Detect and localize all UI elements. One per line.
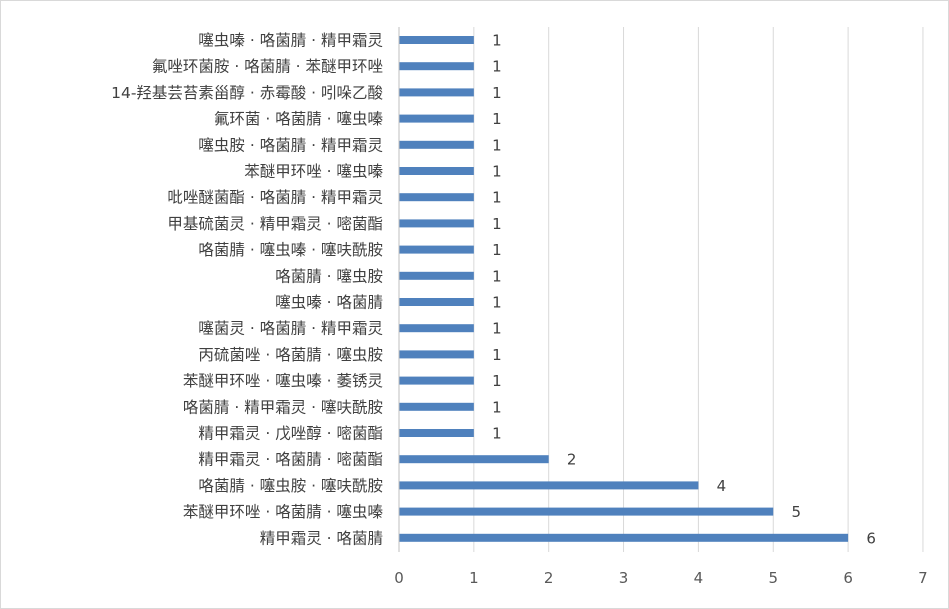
data-label: 1 xyxy=(492,267,502,285)
bar xyxy=(399,298,474,306)
category-label: 咯菌腈 · 噻虫胺 xyxy=(275,266,383,285)
data-label: 2 xyxy=(567,451,577,469)
data-label: 5 xyxy=(791,503,801,521)
category-label: 咯菌腈 · 精甲霜灵 · 噻呋酰胺 xyxy=(183,397,383,416)
data-label: 6 xyxy=(866,529,876,547)
bar xyxy=(399,481,699,490)
bar xyxy=(399,114,474,123)
bars xyxy=(399,36,849,542)
grid-lines xyxy=(473,27,924,552)
data-labels: 1 1 1 1 1 1 1 1 1 1 1 1 1 1 1 1 2 4 5 6 xyxy=(492,32,876,548)
bar xyxy=(399,193,474,202)
x-tick-label: 4 xyxy=(694,569,704,587)
data-label: 1 xyxy=(492,189,502,207)
bar xyxy=(399,533,849,542)
x-tick-label: 6 xyxy=(843,569,853,587)
bar xyxy=(399,271,474,280)
data-label: 1 xyxy=(492,294,502,312)
data-label: 1 xyxy=(492,372,502,390)
category-label: 氟唑环菌胺 · 咯菌腈 · 苯醚甲环唑 xyxy=(152,58,384,76)
data-label: 4 xyxy=(717,477,727,495)
category-label: 咯菌腈 · 噻虫嗪 · 噻呋酰胺 xyxy=(198,240,383,259)
data-label: 1 xyxy=(492,215,502,233)
data-label: 1 xyxy=(492,110,502,128)
data-label: 1 xyxy=(492,320,502,338)
category-label: 氟环菌 · 咯菌腈 · 噻虫嗪 xyxy=(214,109,384,128)
category-label: 噻菌灵 · 咯菌腈 · 精甲霜灵 xyxy=(198,319,383,338)
bar xyxy=(399,350,474,359)
category-label: 吡唑醚菌酯 · 咯菌腈 · 精甲霜灵 xyxy=(167,189,383,207)
x-tick-label: 7 xyxy=(918,569,928,587)
x-axis-tick-labels: 0 1 2 3 4 5 6 7 xyxy=(394,569,927,587)
category-label: 噻虫胺 · 咯菌腈 · 精甲霜灵 xyxy=(198,135,383,154)
category-label: 甲基硫菌灵 · 精甲霜灵 · 嘧菌酯 xyxy=(167,215,383,233)
category-label: 丙硫菌唑 · 咯菌腈 · 噻虫胺 xyxy=(198,345,383,364)
category-label: 苯醚甲环唑 · 噻虫嗪 xyxy=(244,162,383,181)
category-label: 噻虫嗪 · 咯菌腈 xyxy=(275,293,383,312)
bar xyxy=(399,219,474,228)
category-label: 苯醚甲环唑 · 噻虫嗪 · 萎锈灵 xyxy=(183,371,383,390)
bar xyxy=(399,507,774,516)
bar xyxy=(399,88,474,97)
data-label: 1 xyxy=(492,425,502,443)
x-tick-label: 3 xyxy=(619,569,629,587)
data-label: 1 xyxy=(492,136,502,154)
category-label: 精甲霜灵 · 戊唑醇 · 嘧菌酯 xyxy=(198,425,383,443)
bar xyxy=(399,376,474,385)
x-tick-label: 5 xyxy=(768,569,778,587)
bar xyxy=(399,167,474,175)
bar xyxy=(399,429,474,437)
x-tick-label: 1 xyxy=(469,569,479,587)
bar xyxy=(399,245,474,254)
bar xyxy=(399,324,474,333)
category-label: 14-羟基芸苔素甾醇 · 赤霉酸 · 吲哚乙酸 xyxy=(111,84,383,102)
category-label: 苯醚甲环唑 · 咯菌腈 · 噻虫嗪 xyxy=(183,502,384,521)
bar xyxy=(399,36,474,44)
data-label: 1 xyxy=(492,163,502,181)
x-tick-label: 2 xyxy=(544,569,554,587)
x-tick-label: 0 xyxy=(394,569,404,587)
data-label: 1 xyxy=(492,58,502,76)
category-label: 咯菌腈 · 噻虫胺 · 噻呋酰胺 xyxy=(198,476,383,495)
data-label: 1 xyxy=(492,241,502,259)
data-label: 1 xyxy=(492,32,502,50)
category-label: 精甲霜灵 · 咯菌腈 xyxy=(260,529,383,547)
data-label: 1 xyxy=(492,346,502,364)
category-label: 噻虫嗪 · 咯菌腈 · 精甲霜灵 xyxy=(198,31,383,50)
data-label: 1 xyxy=(492,84,502,102)
data-label: 1 xyxy=(492,398,502,416)
bar xyxy=(399,140,474,149)
bar xyxy=(399,402,474,411)
bar xyxy=(399,62,474,71)
category-label: 精甲霜灵 · 咯菌腈 · 嘧菌酯 xyxy=(198,451,383,469)
bar xyxy=(399,455,549,464)
